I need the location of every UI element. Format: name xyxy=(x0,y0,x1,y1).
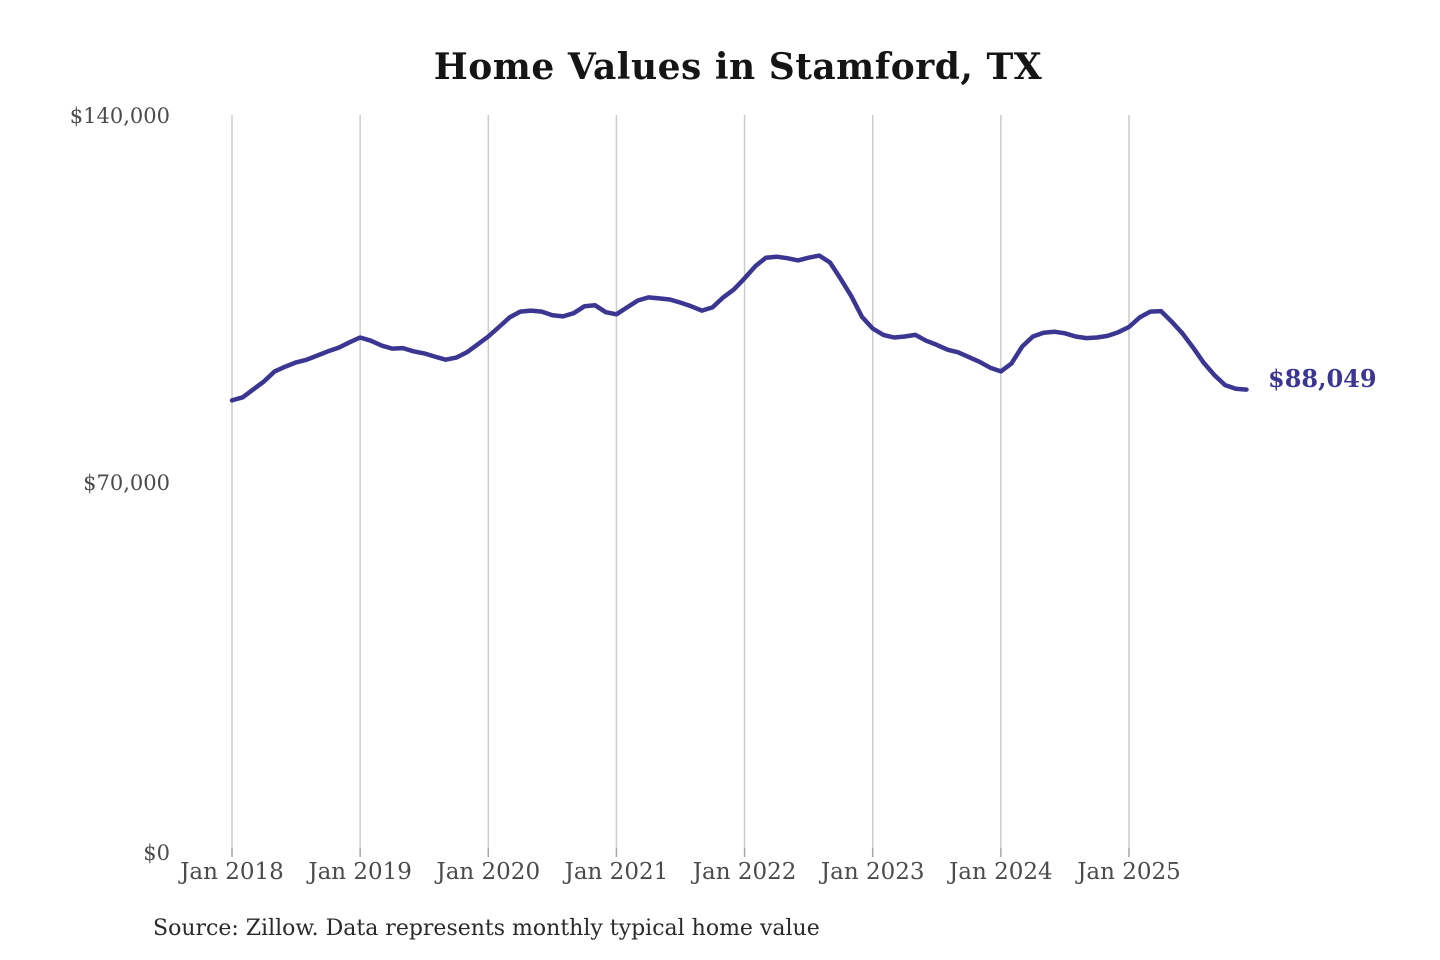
x-axis-tick-jan-2018: Jan 2018 xyxy=(180,859,284,885)
x-axis-tick-jan-2025: Jan 2025 xyxy=(1077,859,1181,885)
x-axis-tick-jan-2021: Jan 2021 xyxy=(564,859,669,885)
x-axis-tick-jan-2020: Jan 2020 xyxy=(436,859,541,885)
y-axis-tick-0: $0 xyxy=(143,841,170,865)
source-note: Source: Zillow. Data represents monthly … xyxy=(153,916,820,941)
latest-value-label: $88,049 xyxy=(1268,364,1377,393)
x-axis-tick-jan-2023: Jan 2023 xyxy=(820,859,925,885)
x-axis-tick-jan-2019: Jan 2019 xyxy=(308,859,412,885)
home-value-line xyxy=(229,253,1249,403)
chart-title: Home Values in Stamford, TX xyxy=(433,46,1043,88)
x-axis-tick-jan-2024: Jan 2024 xyxy=(949,859,1053,885)
y-axis-tick-140000: $140,000 xyxy=(69,104,170,128)
y-axis-tick-70000: $70,000 xyxy=(83,471,170,495)
x-axis-tick-jan-2022: Jan 2022 xyxy=(692,859,797,885)
